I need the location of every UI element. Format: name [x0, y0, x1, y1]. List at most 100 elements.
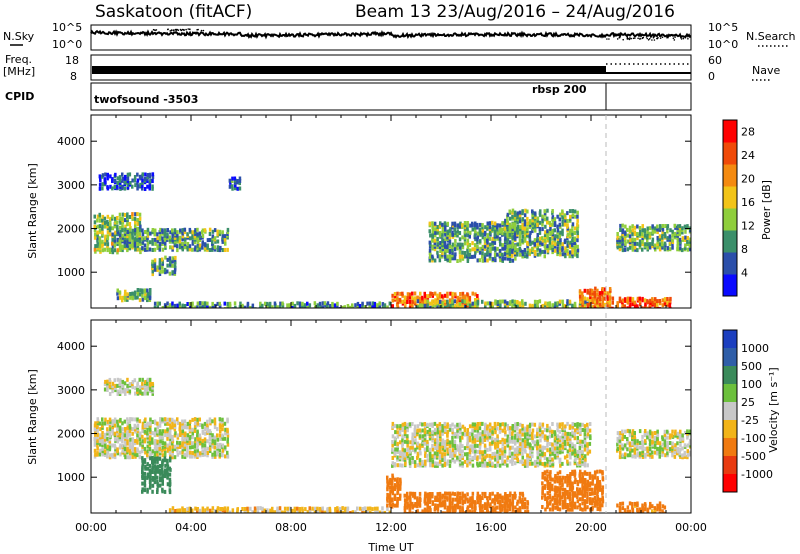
echo-cell: [126, 212, 129, 217]
echo-cell: [544, 224, 547, 229]
echo-cell: [516, 230, 519, 235]
echo-cell: [481, 235, 485, 240]
echo-cell: [454, 252, 457, 257]
echo-cell: [208, 305, 212, 308]
echo-cell: [479, 222, 482, 227]
echo-cell: [356, 301, 360, 306]
echo-cell: [103, 421, 107, 426]
echo-cell: [658, 234, 662, 239]
echo-cell: [456, 246, 459, 251]
echo-cell: [121, 439, 124, 444]
echo-cell: [516, 438, 519, 443]
echo-cell: [136, 172, 139, 177]
echo-cell: [93, 423, 97, 428]
echo-cell: [121, 212, 125, 217]
echo-cell: [106, 176, 109, 181]
echo-cell: [129, 451, 132, 456]
echo-cell: [411, 422, 414, 426]
echo-cell: [104, 417, 107, 422]
echo-cell: [568, 452, 572, 457]
echo-cell: [308, 506, 311, 511]
echo-cell: [101, 186, 104, 191]
echo-cell: [491, 220, 494, 225]
echo-cell: [684, 238, 687, 242]
echo-cell: [488, 428, 492, 433]
echo-cell: [476, 491, 480, 496]
echo-cell: [386, 503, 389, 508]
echo-cell: [321, 305, 324, 308]
echo-cell: [528, 238, 532, 243]
echo-cell: [111, 419, 115, 424]
echo-cell: [104, 453, 107, 457]
echo-cell: [161, 473, 165, 478]
echo-cell: [501, 231, 504, 236]
echo-cell: [128, 455, 132, 460]
echo-cell: [128, 215, 132, 219]
echo-cell: [126, 177, 130, 181]
echo-cell: [446, 294, 449, 299]
echo-cell: [153, 459, 157, 464]
echo-cell: [531, 436, 534, 441]
echo-cell: [394, 447, 397, 452]
echo-cell: [503, 449, 507, 454]
echo-cell: [391, 440, 394, 444]
echo-cell: [448, 499, 452, 504]
echo-cell: [226, 301, 229, 306]
echo-cell: [501, 461, 505, 466]
echo-cell: [106, 419, 110, 424]
echo-cell: [201, 234, 205, 238]
echo-cell: [198, 231, 202, 236]
echo-cell: [519, 242, 522, 247]
echo-cell: [113, 423, 117, 428]
plot-subtitle: Beam 13 23/Aug/2016 – 24/Aug/2016: [355, 2, 675, 22]
echo-cell: [121, 379, 124, 384]
echo-cell: [136, 417, 139, 422]
echo-cell: [223, 234, 227, 239]
echo-cell: [481, 463, 484, 468]
echo-cell: [541, 462, 544, 467]
echo-cell: [463, 426, 466, 431]
echo-cell: [491, 301, 494, 306]
echo-cell: [408, 459, 412, 464]
echo-cell: [149, 178, 152, 183]
echo-cell: [219, 445, 222, 450]
echo-cell: [553, 223, 557, 228]
echo-cell: [276, 305, 279, 308]
echo-cell: [183, 423, 187, 428]
echo-cell: [476, 296, 479, 301]
echo-cell: [101, 435, 104, 439]
echo-cell: [138, 450, 142, 455]
echo-cell: [154, 456, 157, 461]
echo-cell: [548, 301, 552, 306]
echo-cell: [154, 427, 157, 432]
echo-cell: [471, 428, 474, 433]
echo-cell: [586, 434, 589, 439]
echo-cell: [473, 243, 477, 248]
echo-cell: [424, 461, 427, 466]
echo-cell: [168, 237, 172, 242]
echo-cell: [569, 432, 572, 437]
echo-cell: [444, 244, 447, 249]
echo-cell: [439, 436, 442, 441]
echo-cell: [296, 506, 299, 511]
nsearch-dot: [682, 37, 685, 40]
echo-cell: [223, 248, 227, 252]
echo-cell: [146, 236, 149, 240]
echo-cell: [116, 296, 120, 301]
power-colorbar-tick: 12: [741, 220, 755, 233]
echo-cell: [471, 455, 474, 460]
echo-cell: [436, 225, 439, 229]
echo-cell: [454, 450, 457, 455]
echo-cell: [139, 288, 142, 293]
echo-cell: [469, 444, 472, 449]
echo-cell: [183, 455, 187, 459]
echo-cell: [626, 296, 630, 301]
echo-cell: [648, 242, 652, 247]
echo-cell: [393, 292, 397, 296]
echo-cell: [109, 174, 112, 179]
echo-cell: [168, 477, 172, 482]
echo-cell: [566, 454, 569, 459]
echo-cell: [458, 491, 461, 496]
echo-cell: [559, 443, 562, 448]
